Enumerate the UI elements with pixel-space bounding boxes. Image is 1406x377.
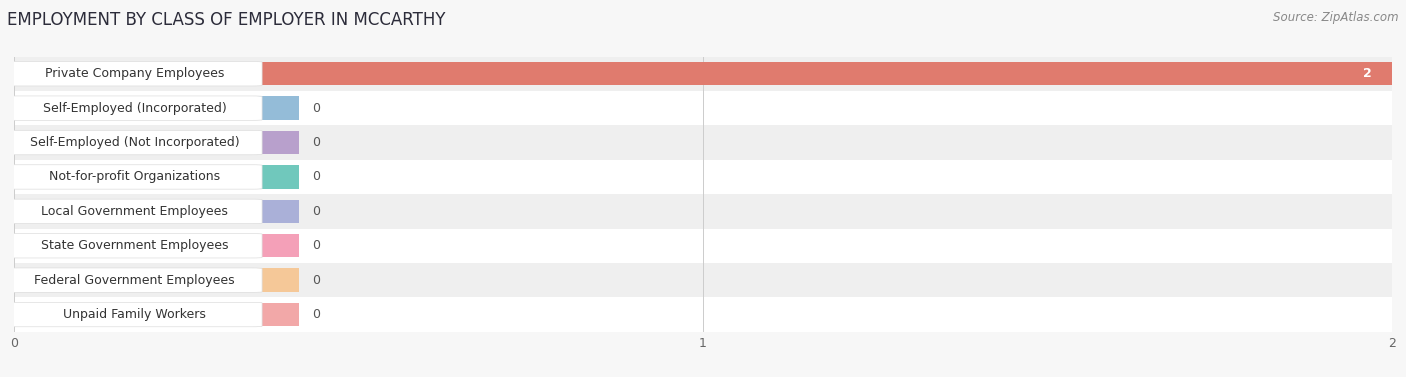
Bar (14, 297, 1392, 332)
Text: Federal Government Employees: Federal Government Employees (34, 274, 235, 287)
Text: 0: 0 (312, 102, 321, 115)
Text: 0: 0 (312, 170, 321, 184)
Bar (14, 165, 298, 188)
Bar (14, 303, 298, 326)
FancyBboxPatch shape (7, 96, 262, 120)
FancyBboxPatch shape (7, 302, 262, 327)
Bar (14, 57, 1392, 91)
Text: Private Company Employees: Private Company Employees (45, 67, 225, 80)
FancyBboxPatch shape (7, 61, 262, 86)
Bar (14, 234, 298, 257)
Text: Self-Employed (Incorporated): Self-Employed (Incorporated) (42, 102, 226, 115)
FancyBboxPatch shape (7, 165, 262, 189)
Text: 0: 0 (312, 308, 321, 321)
Text: State Government Employees: State Government Employees (41, 239, 228, 252)
Bar (14, 131, 298, 154)
Bar (14, 62, 1392, 86)
Text: Not-for-profit Organizations: Not-for-profit Organizations (49, 170, 221, 184)
Text: EMPLOYMENT BY CLASS OF EMPLOYER IN MCCARTHY: EMPLOYMENT BY CLASS OF EMPLOYER IN MCCAR… (7, 11, 446, 29)
Text: 0: 0 (312, 239, 321, 252)
Text: Local Government Employees: Local Government Employees (41, 205, 228, 218)
Bar (14, 228, 1392, 263)
FancyBboxPatch shape (7, 199, 262, 224)
Text: Source: ZipAtlas.com: Source: ZipAtlas.com (1274, 11, 1399, 24)
Bar (14, 97, 298, 120)
Bar (14, 160, 1392, 194)
Bar (14, 263, 1392, 297)
Text: Unpaid Family Workers: Unpaid Family Workers (63, 308, 207, 321)
Text: Self-Employed (Not Incorporated): Self-Employed (Not Incorporated) (30, 136, 239, 149)
Text: 0: 0 (312, 205, 321, 218)
Bar (14, 126, 1392, 160)
FancyBboxPatch shape (7, 130, 262, 155)
Bar (14, 194, 1392, 228)
Bar (14, 91, 1392, 126)
Text: 0: 0 (312, 274, 321, 287)
FancyBboxPatch shape (7, 233, 262, 258)
Text: 2: 2 (1362, 67, 1371, 80)
FancyBboxPatch shape (7, 268, 262, 293)
Text: 0: 0 (312, 136, 321, 149)
Bar (14, 268, 298, 292)
Bar (14, 200, 298, 223)
